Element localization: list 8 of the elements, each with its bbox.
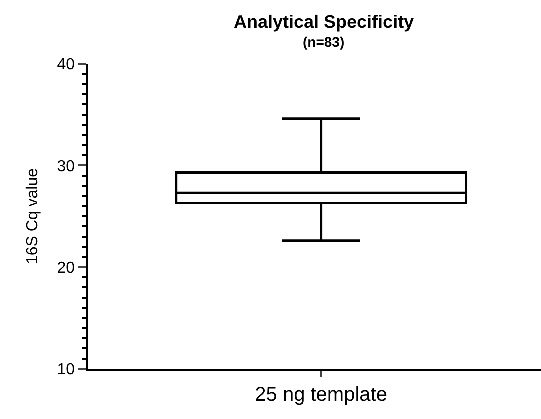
y-tick-label: 20 (57, 260, 76, 277)
chart-title: Analytical Specificity (234, 12, 414, 32)
chart-subtitle: (n=83) (303, 34, 345, 50)
x-tick-label: 25 ng template (255, 384, 388, 406)
y-tick-label: 40 (57, 56, 76, 74)
y-axis-title: 16S Cq value (24, 168, 42, 265)
y-tick-label: 30 (57, 158, 76, 176)
y-tick-label: 10 (57, 362, 76, 379)
